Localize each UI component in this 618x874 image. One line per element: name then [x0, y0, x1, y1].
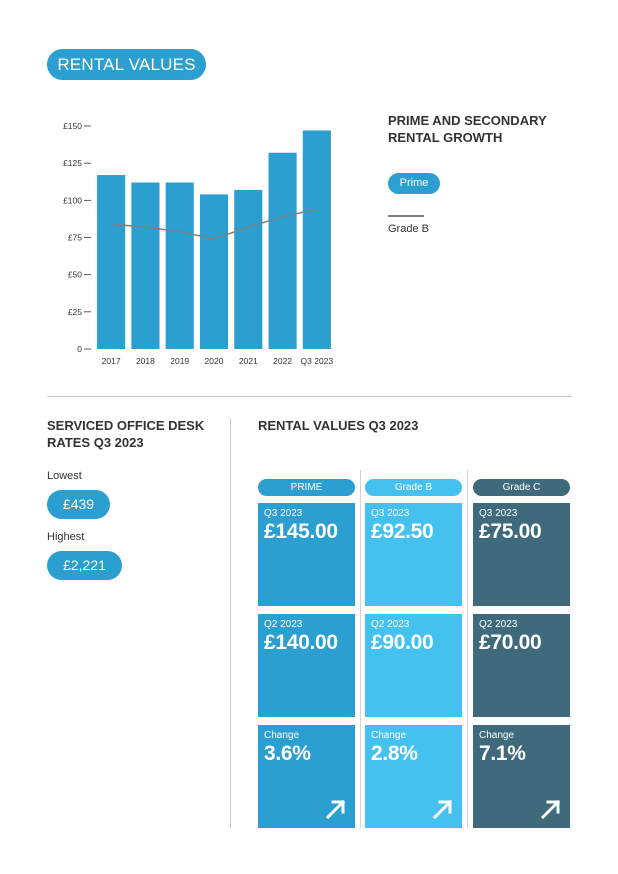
arrow-up-right-icon — [325, 799, 346, 820]
y-tick-label: £25 — [68, 307, 82, 317]
chart-title: PRIME AND SECONDARY RENTAL GROWTH — [388, 113, 547, 145]
desk-rates-title: SERVICED OFFICE DESK RATES Q3 2023 — [47, 418, 205, 450]
cell-value: £140.00 — [264, 631, 338, 654]
cell-grade-c-q2: Q2 2023 £70.00 — [473, 614, 570, 717]
x-tick-label: Q3 2023 — [301, 356, 334, 366]
legend-grade-b: Grade B — [388, 223, 429, 235]
x-tick-label: 2021 — [239, 356, 258, 366]
cell-prime-change: Change 3.6% — [258, 725, 355, 828]
y-tick-label: £75 — [68, 233, 82, 243]
cell-period: Change — [371, 730, 407, 741]
cell-period: Q3 2023 — [479, 508, 518, 519]
cell-period: Change — [479, 730, 515, 741]
column-header-grade-c: Grade C — [473, 479, 570, 496]
bar — [165, 182, 194, 349]
grid-divider — [360, 470, 361, 828]
cell-grade-c-q3: Q3 2023 £75.00 — [473, 503, 570, 606]
cell-value: £75.00 — [479, 520, 542, 543]
rental-growth-chart: £150 £125 £100 £75 £50 £25 0 2017 2018 2019 2020 20… — [63, 121, 334, 366]
cell-prime-q2: Q2 2023 £140.00 — [258, 614, 355, 717]
bar — [199, 194, 229, 349]
desk-rates-highest-label: Highest — [47, 531, 85, 543]
cell-period: Q2 2023 — [371, 619, 410, 630]
x-tick-label: 2022 — [273, 356, 292, 366]
arrow-up-right-icon — [540, 799, 561, 820]
section-divider — [47, 396, 572, 397]
cell-value: 7.1% — [479, 742, 526, 765]
rental-values-title: RENTAL VALUES Q3 2023 — [258, 418, 419, 433]
bar — [131, 182, 160, 349]
y-tick-label: £50 — [68, 270, 82, 280]
bar — [302, 130, 331, 349]
grid-divider — [467, 470, 468, 828]
desk-rates-highest-value: £2,221 — [47, 551, 122, 580]
cell-value: £145.00 — [264, 520, 338, 543]
cell-grade-b-change: Change 2.8% — [365, 725, 462, 828]
y-tick-label: 0 — [77, 344, 82, 354]
cell-period: Q2 2023 — [264, 619, 303, 630]
x-tick-label: 2020 — [205, 356, 224, 366]
desk-rates-lowest-value: £439 — [47, 490, 110, 519]
cell-period: Change — [264, 730, 300, 741]
cell-value: 2.8% — [371, 742, 418, 765]
x-tick-label: 2019 — [170, 356, 189, 366]
cell-period: Q3 2023 — [264, 508, 303, 519]
legend-grade-b-line — [388, 215, 424, 217]
bar — [268, 152, 297, 349]
y-tick-label: £150 — [63, 121, 82, 131]
y-tick-label: £100 — [63, 195, 82, 205]
column-divider — [230, 418, 231, 828]
y-tick-label: £125 — [63, 158, 82, 168]
column-header-grade-b: Grade B — [365, 479, 462, 496]
cell-prime-q3: Q3 2023 £145.00 — [258, 503, 355, 606]
bar — [234, 189, 263, 349]
cell-grade-c-change: Change 7.1% — [473, 725, 570, 828]
column-header-prime: PRIME — [258, 479, 355, 496]
legend-prime: Prime — [388, 173, 440, 194]
cell-grade-b-q3: Q3 2023 £92.50 — [365, 503, 462, 606]
cell-period: Q2 2023 — [479, 619, 518, 630]
page-title: RENTAL VALUES — [47, 49, 206, 80]
desk-rates-lowest-label: Lowest — [47, 470, 82, 482]
cell-grade-b-q2: Q2 2023 £90.00 — [365, 614, 462, 717]
cell-period: Q3 2023 — [371, 508, 410, 519]
arrow-up-right-icon — [432, 799, 453, 820]
x-tick-label: 2018 — [136, 356, 155, 366]
bar — [97, 175, 126, 349]
cell-value: £92.50 — [371, 520, 434, 543]
cell-value: £70.00 — [479, 631, 542, 654]
cell-value: £90.00 — [371, 631, 434, 654]
cell-value: 3.6% — [264, 742, 311, 765]
x-tick-label: 2017 — [102, 356, 121, 366]
